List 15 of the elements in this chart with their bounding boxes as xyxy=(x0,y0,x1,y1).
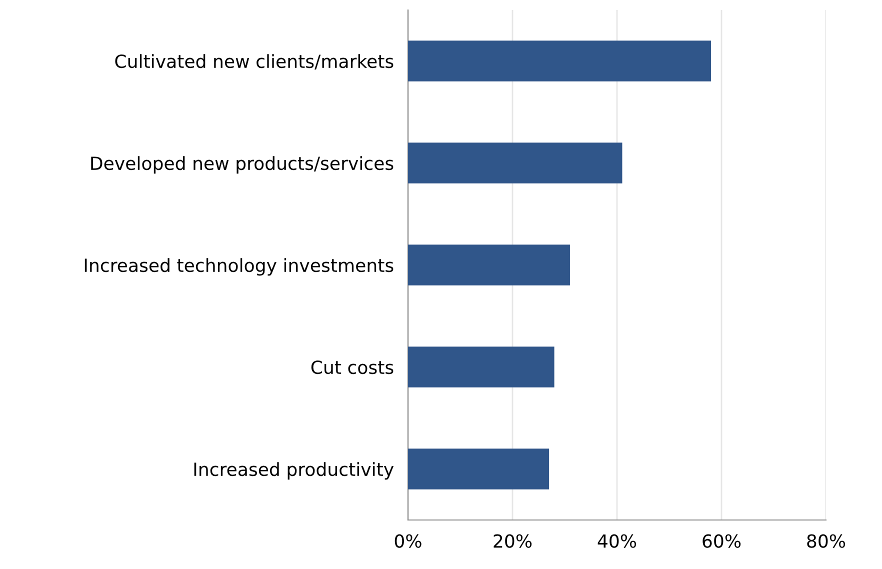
bar xyxy=(408,346,554,388)
bar xyxy=(408,448,550,490)
y-tick-label: Increased productivity xyxy=(194,462,394,480)
y-tick-label: Increased technology investments xyxy=(84,258,394,276)
x-tick-label: 80% xyxy=(807,534,846,548)
x-tick-label: 20% xyxy=(494,534,532,548)
x-tick-label: 40% xyxy=(598,534,636,548)
x-tick-label: 0% xyxy=(394,534,422,548)
bar xyxy=(408,244,570,286)
x-tick-label: 60% xyxy=(702,534,741,548)
y-tick-label: Cultivated new clients/markets xyxy=(115,54,394,70)
bar xyxy=(408,40,712,82)
bar xyxy=(408,142,622,184)
y-tick-label: Developed new products/services xyxy=(91,156,394,174)
y-tick-label: Cut costs xyxy=(311,360,394,374)
